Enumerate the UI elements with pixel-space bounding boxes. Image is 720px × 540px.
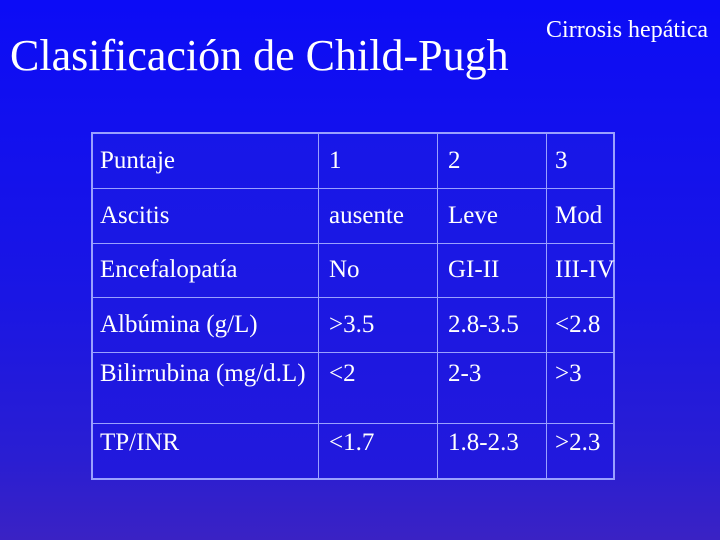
- table-cell: 3: [546, 133, 614, 189]
- table-cell: Ascitis: [92, 187, 319, 244]
- table-cell: Mod: [546, 187, 614, 244]
- table-row: Encefalopatía No GI-II III-IV: [92, 242, 615, 299]
- table-cell: GI-II: [437, 242, 547, 299]
- table-cell: Puntaje: [92, 133, 319, 189]
- table-cell: 2: [437, 133, 547, 189]
- slide-subtitle: Cirrosis hepática: [546, 17, 708, 43]
- table-cell: Bilirrubina (mg/d.L): [92, 352, 319, 425]
- classification-table: Puntaje 1 2 3 Ascitis ausente Leve Mod E…: [92, 133, 615, 479]
- table-cell: >2.3: [546, 423, 614, 479]
- table-cell: 1: [318, 133, 438, 189]
- table-row: Puntaje 1 2 3: [92, 133, 614, 189]
- table-row: Bilirrubina (mg/d.L) <2 2-3 >3: [92, 352, 614, 425]
- table-cell: <1.7: [318, 423, 438, 479]
- table-cell: 1.8-2.3: [437, 423, 547, 479]
- table-cell: <2.8: [546, 297, 614, 354]
- table-cell: 2-3: [437, 352, 547, 425]
- table-row: TP/INR <1.7 1.8-2.3 >2.3: [92, 423, 614, 479]
- table-cell: Albúmina (g/L): [92, 297, 319, 354]
- slide-title: Clasificación de Child-Pugh: [10, 31, 509, 80]
- table-cell: III-IV: [546, 242, 615, 299]
- table-cell: Encefalopatía: [92, 242, 319, 299]
- table-cell: >3: [546, 352, 614, 425]
- table-cell: Leve: [437, 187, 547, 244]
- table-row: Albúmina (g/L) >3.5 2.8-3.5 <2.8: [92, 297, 614, 354]
- table-cell: ausente: [318, 187, 438, 244]
- child-pugh-table: Puntaje 1 2 3 Ascitis ausente Leve Mod E…: [91, 132, 615, 480]
- table-row: Ascitis ausente Leve Mod: [92, 187, 614, 244]
- table-cell: >3.5: [318, 297, 438, 354]
- table-cell: <2: [318, 352, 438, 425]
- table-cell: 2.8-3.5: [437, 297, 547, 354]
- table-cell: No: [318, 242, 438, 299]
- table-cell: TP/INR: [92, 423, 319, 479]
